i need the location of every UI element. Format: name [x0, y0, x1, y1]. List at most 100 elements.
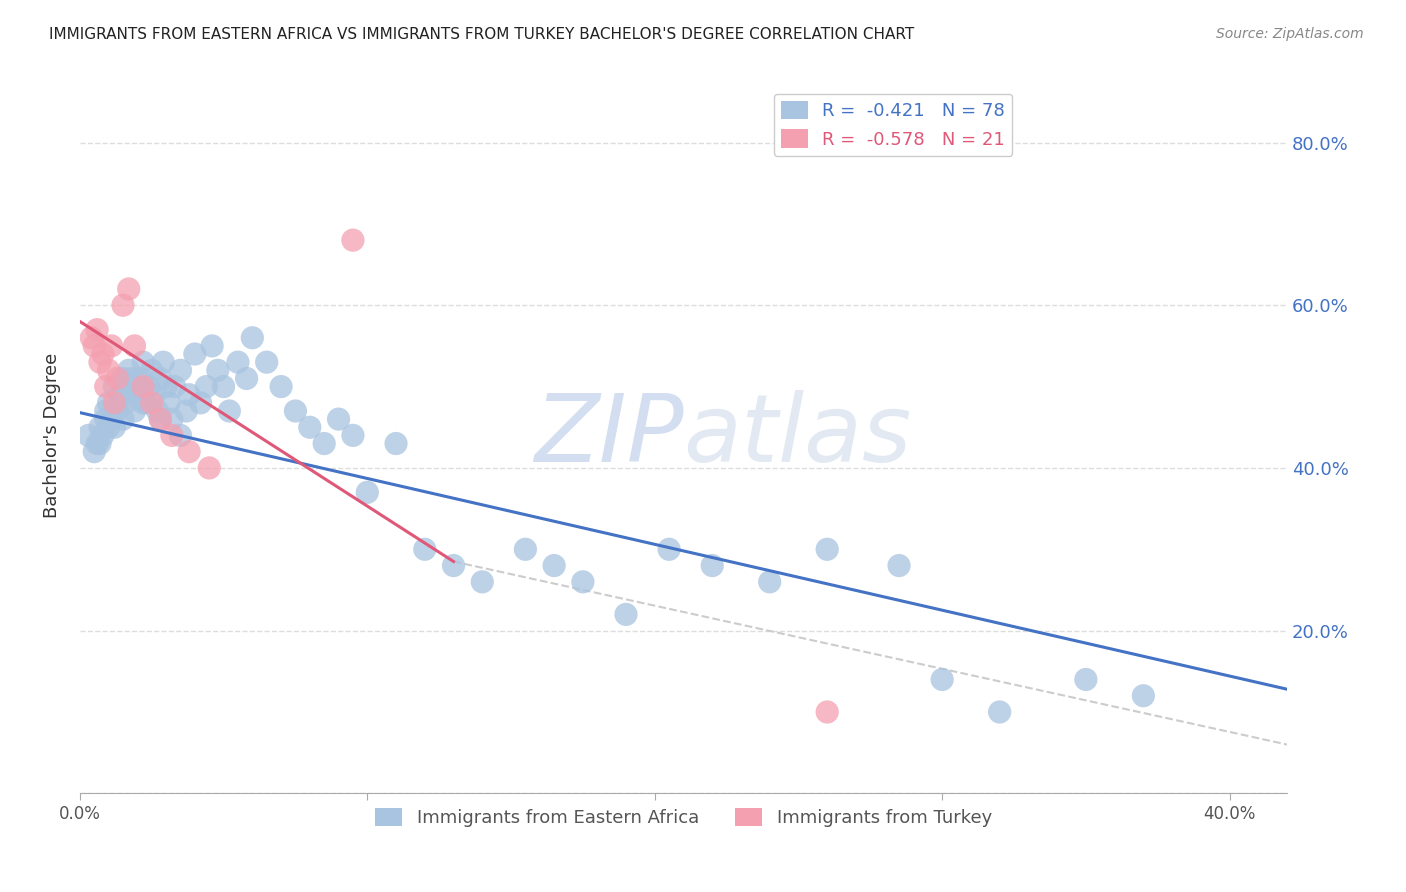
Point	[413, 542, 436, 557]
Point	[198, 461, 221, 475]
Point	[515, 542, 537, 557]
Point	[118, 282, 141, 296]
Point	[169, 428, 191, 442]
Point	[543, 558, 565, 573]
Point	[121, 379, 143, 393]
Text: ZIP: ZIP	[534, 390, 683, 481]
Point	[135, 396, 157, 410]
Point	[342, 428, 364, 442]
Point	[169, 363, 191, 377]
Point	[758, 574, 780, 589]
Point	[94, 379, 117, 393]
Point	[298, 420, 321, 434]
Point	[342, 233, 364, 247]
Point	[212, 379, 235, 393]
Point	[988, 705, 1011, 719]
Y-axis label: Bachelor's Degree: Bachelor's Degree	[44, 352, 60, 518]
Text: atlas: atlas	[683, 390, 911, 481]
Point	[132, 396, 155, 410]
Point	[103, 420, 125, 434]
Point	[124, 404, 146, 418]
Point	[235, 371, 257, 385]
Point	[111, 412, 134, 426]
Point	[207, 363, 229, 377]
Point	[1132, 689, 1154, 703]
Point	[385, 436, 408, 450]
Point	[226, 355, 249, 369]
Point	[174, 404, 197, 418]
Point	[443, 558, 465, 573]
Point	[184, 347, 207, 361]
Point	[815, 542, 838, 557]
Point	[160, 412, 183, 426]
Point	[89, 436, 111, 450]
Point	[111, 298, 134, 312]
Text: Source: ZipAtlas.com: Source: ZipAtlas.com	[1216, 27, 1364, 41]
Point	[77, 428, 100, 442]
Point	[471, 574, 494, 589]
Point	[132, 355, 155, 369]
Point	[195, 379, 218, 393]
Point	[152, 355, 174, 369]
Point	[94, 412, 117, 426]
Point	[163, 379, 186, 393]
Point	[931, 673, 953, 687]
Point	[201, 339, 224, 353]
Point	[100, 412, 122, 426]
Point	[815, 705, 838, 719]
Point	[314, 436, 336, 450]
Point	[111, 388, 134, 402]
Point	[256, 355, 278, 369]
Point	[572, 574, 595, 589]
Point	[240, 331, 263, 345]
Point	[89, 420, 111, 434]
Legend: Immigrants from Eastern Africa, Immigrants from Turkey: Immigrants from Eastern Africa, Immigran…	[368, 801, 1000, 834]
Point	[91, 428, 114, 442]
Point	[141, 396, 163, 410]
Point	[91, 347, 114, 361]
Point	[80, 331, 103, 345]
Point	[97, 396, 120, 410]
Point	[121, 371, 143, 385]
Point	[190, 396, 212, 410]
Point	[218, 404, 240, 418]
Point	[108, 388, 131, 402]
Point	[270, 379, 292, 393]
Point	[86, 323, 108, 337]
Point	[887, 558, 910, 573]
Point	[94, 404, 117, 418]
Point	[614, 607, 637, 622]
Point	[127, 388, 149, 402]
Point	[157, 396, 180, 410]
Point	[86, 436, 108, 450]
Point	[97, 363, 120, 377]
Point	[328, 412, 350, 426]
Point	[284, 404, 307, 418]
Point	[141, 363, 163, 377]
Point	[83, 444, 105, 458]
Text: IMMIGRANTS FROM EASTERN AFRICA VS IMMIGRANTS FROM TURKEY BACHELOR'S DEGREE CORRE: IMMIGRANTS FROM EASTERN AFRICA VS IMMIGR…	[49, 27, 914, 42]
Point	[132, 379, 155, 393]
Point	[105, 404, 128, 418]
Point	[143, 388, 166, 402]
Point	[177, 444, 200, 458]
Point	[1074, 673, 1097, 687]
Point	[89, 355, 111, 369]
Point	[146, 404, 169, 418]
Point	[658, 542, 681, 557]
Point	[149, 412, 172, 426]
Point	[103, 379, 125, 393]
Point	[138, 379, 160, 393]
Point	[103, 396, 125, 410]
Point	[118, 363, 141, 377]
Point	[155, 379, 177, 393]
Point	[115, 396, 138, 410]
Point	[105, 371, 128, 385]
Point	[124, 339, 146, 353]
Point	[702, 558, 724, 573]
Point	[177, 388, 200, 402]
Point	[111, 371, 134, 385]
Point	[149, 412, 172, 426]
Point	[97, 420, 120, 434]
Point	[83, 339, 105, 353]
